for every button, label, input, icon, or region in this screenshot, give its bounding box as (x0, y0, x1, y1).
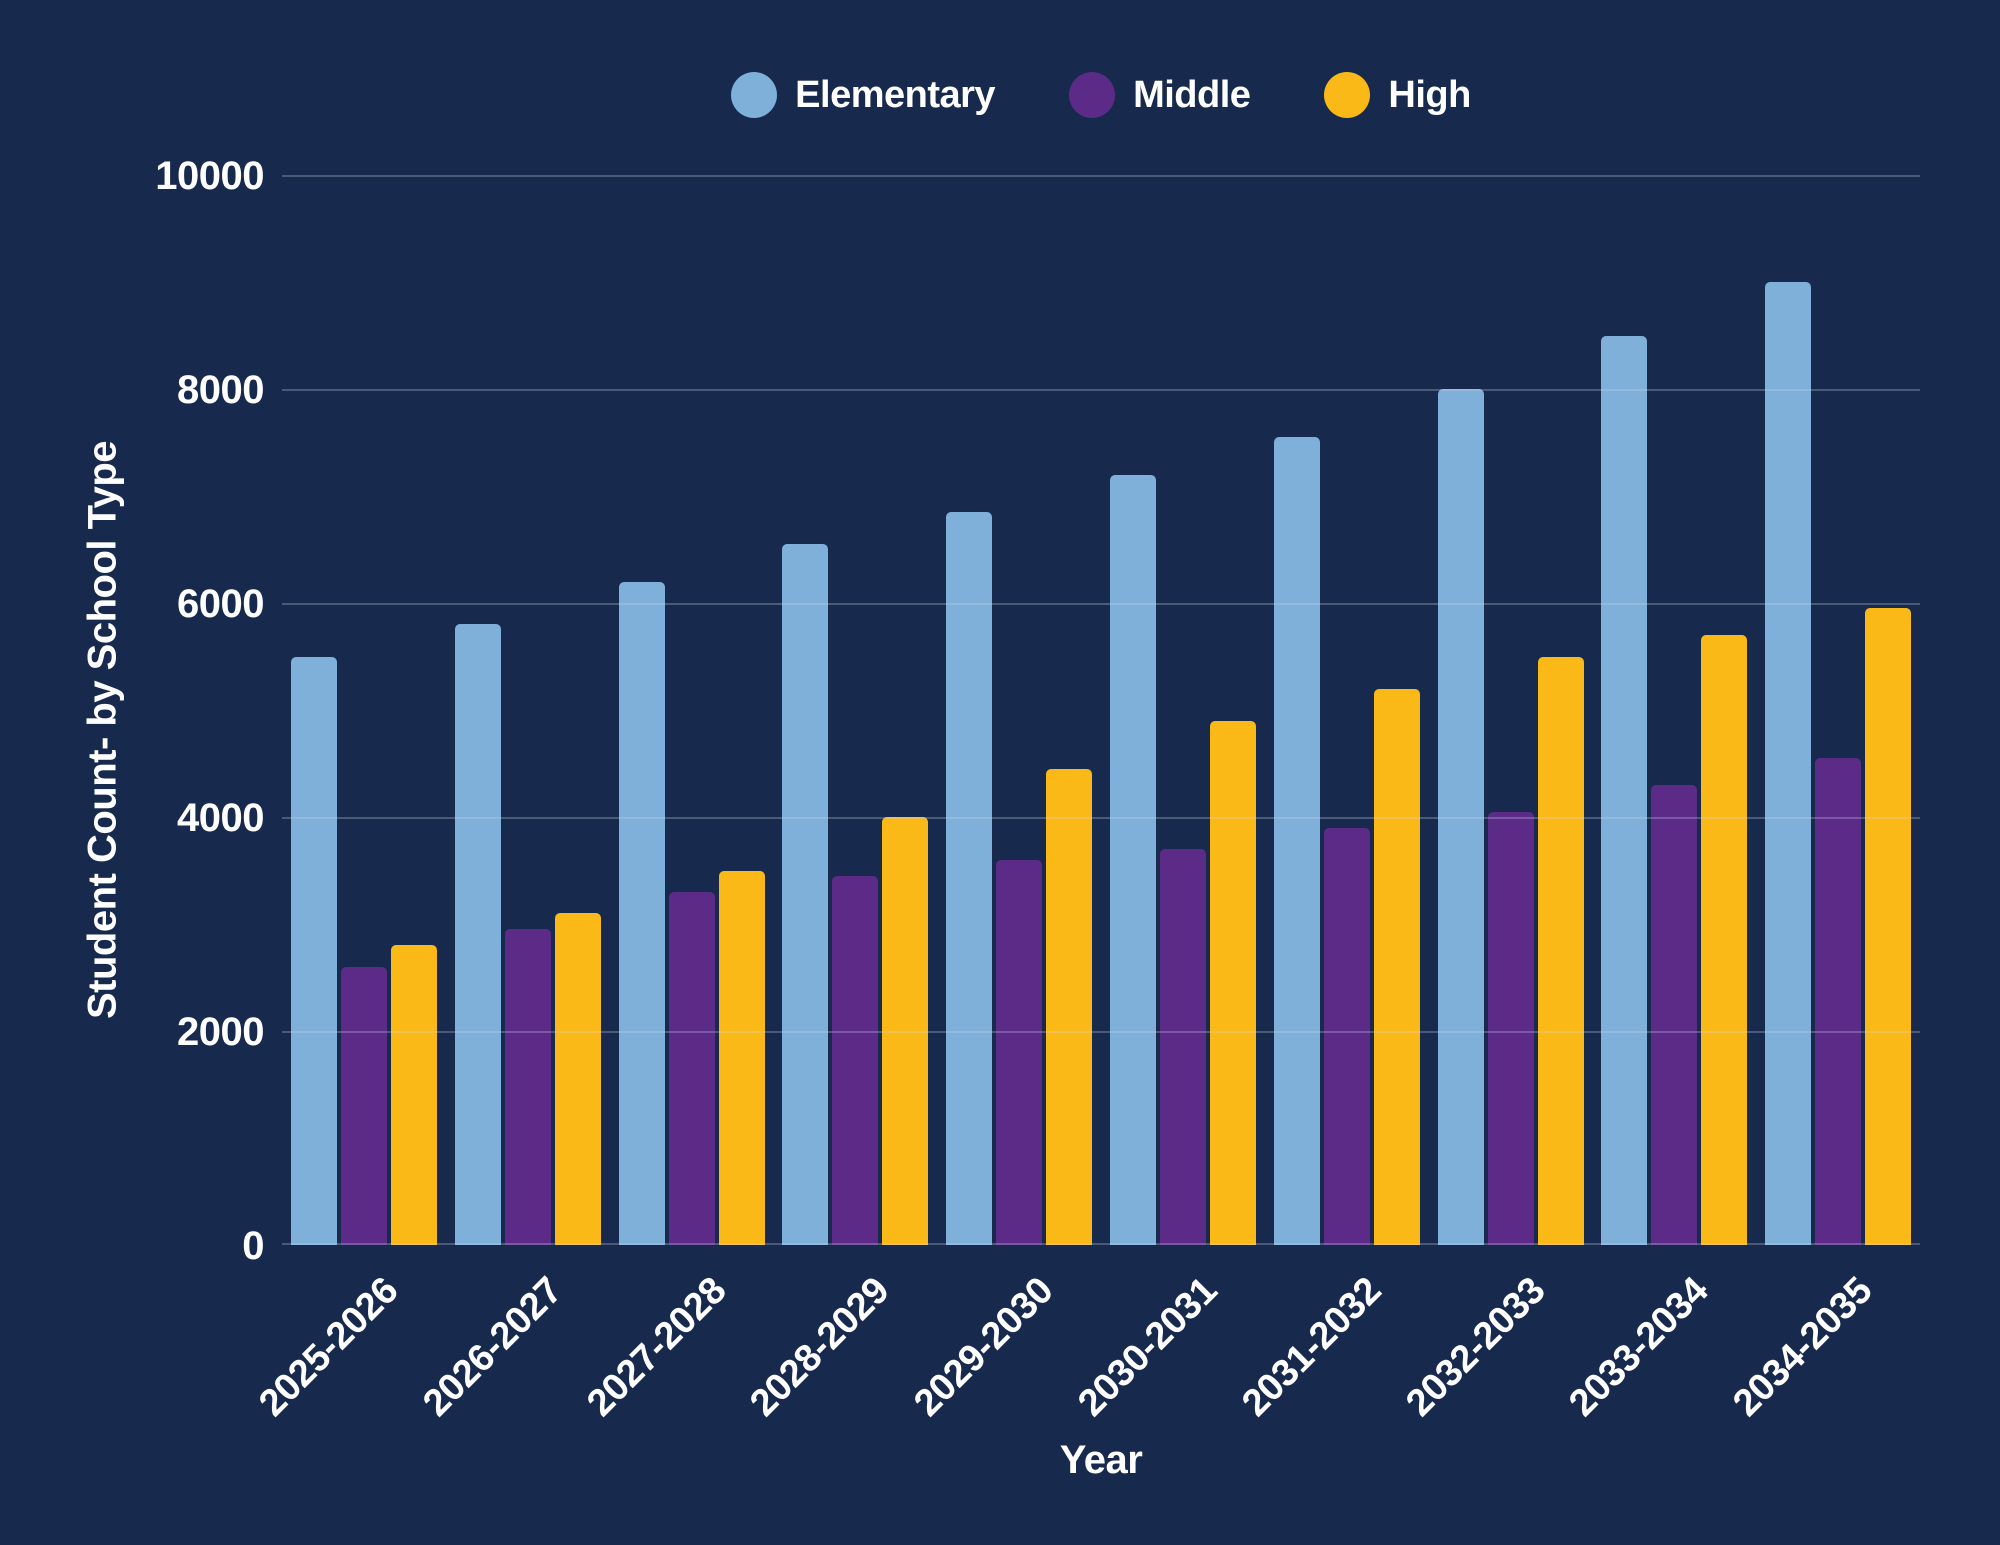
y-tick-label-6000: 6000 (177, 582, 264, 626)
bar-middle-2027-2028 (668, 891, 715, 1245)
bar-elementary-2031-2032 (1273, 437, 1320, 1245)
legend-label: Elementary (795, 73, 996, 116)
bar-middle-2032-2033 (1487, 811, 1534, 1245)
plot-area (282, 175, 1920, 1245)
bar-elementary-2025-2026 (290, 656, 337, 1245)
legend-label: Middle (1133, 73, 1251, 116)
bar-elementary-2026-2027 (454, 624, 501, 1245)
x-axis-title: Year (1059, 1438, 1143, 1482)
y-tick-label-0: 0 (242, 1224, 264, 1268)
gridline-10000 (282, 175, 1920, 177)
bar-elementary-2033-2034 (1601, 335, 1648, 1245)
bar-high-2033-2034 (1701, 635, 1748, 1245)
bar-middle-2031-2032 (1323, 827, 1370, 1245)
y-tick-label-8000: 8000 (177, 368, 264, 412)
legend-swatch-icon (1069, 72, 1116, 118)
bar-elementary-2029-2030 (946, 512, 993, 1245)
bar-elementary-2028-2029 (782, 544, 829, 1245)
legend-swatch-icon (1324, 72, 1371, 118)
bar-high-2031-2032 (1373, 688, 1420, 1245)
y-tick-label-4000: 4000 (177, 796, 264, 840)
bar-middle-2029-2030 (996, 859, 1043, 1245)
bar-high-2032-2033 (1537, 656, 1584, 1245)
y-tick-label-2000: 2000 (177, 1010, 264, 1054)
bar-elementary-2030-2031 (1109, 474, 1156, 1245)
bar-high-2027-2028 (718, 870, 765, 1245)
bar-high-2026-2027 (554, 913, 601, 1245)
bar-middle-2033-2034 (1651, 784, 1698, 1245)
bar-middle-2025-2026 (340, 966, 387, 1245)
legend-label: High (1388, 73, 1471, 116)
bar-high-2025-2026 (390, 945, 437, 1245)
bar-high-2029-2030 (1046, 768, 1093, 1245)
bar-high-2028-2029 (882, 817, 929, 1245)
legend-item-high: High (1324, 72, 1471, 118)
legend-item-middle: Middle (1069, 72, 1251, 118)
gridline-2000 (282, 1031, 1920, 1033)
bar-middle-2034-2035 (1815, 758, 1862, 1245)
bar-elementary-2034-2035 (1765, 282, 1812, 1245)
gridline-0 (282, 1243, 1920, 1245)
legend-swatch-icon (731, 72, 778, 118)
bar-high-2034-2035 (1865, 608, 1912, 1245)
bar-high-2030-2031 (1209, 720, 1256, 1245)
gridline-4000 (282, 817, 1920, 819)
gridline-6000 (282, 603, 1920, 605)
legend: Elementary Middle High (282, 68, 1920, 122)
bar-elementary-2032-2033 (1437, 389, 1484, 1245)
y-axis-title: Student Count- by School Type (80, 440, 125, 1020)
y-tick-label-10000: 10000 (155, 154, 264, 198)
bar-elementary-2027-2028 (618, 581, 665, 1245)
bar-middle-2028-2029 (832, 875, 879, 1245)
bar-middle-2030-2031 (1159, 849, 1206, 1245)
legend-item-elementary: Elementary (731, 72, 996, 118)
gridline-8000 (282, 389, 1920, 391)
bar-middle-2026-2027 (504, 929, 551, 1245)
